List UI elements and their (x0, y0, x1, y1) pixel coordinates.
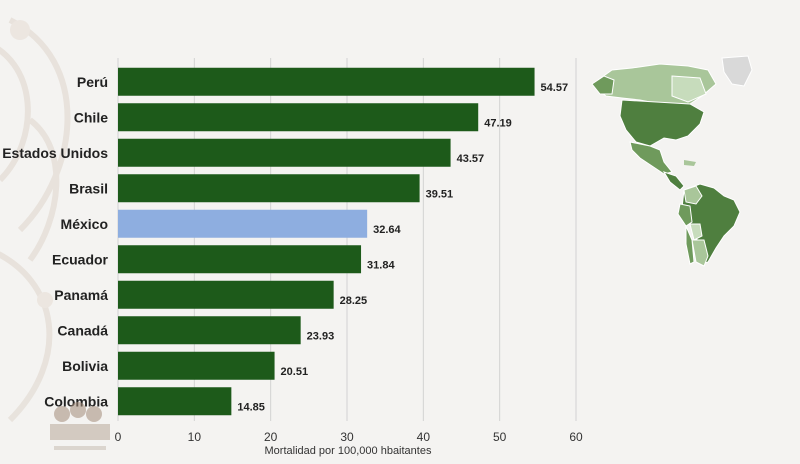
value-label: 23.93 (307, 330, 335, 342)
value-label: 39.51 (426, 188, 454, 200)
map-mexico (629, 141, 673, 175)
value-labels: 54.57 47.19 43.57 39.51 32.64 31.84 28.25 23.93… (237, 82, 568, 414)
x-tick-labels: 0 10 20 30 40 50 60 (115, 430, 583, 444)
map-chile (685, 225, 695, 265)
value-label: 20.51 (281, 366, 309, 378)
category-labels: Perú Chile Estados Unidos Brasil México Ecuad… (2, 74, 108, 410)
category-label: Ecuador (52, 251, 109, 267)
map-usa (619, 99, 705, 147)
category-label: Brasil (69, 180, 108, 196)
x-tick-label: 40 (417, 430, 431, 444)
x-tick-label: 30 (340, 430, 354, 444)
bar-8 (118, 351, 275, 380)
map-caribbean (684, 160, 696, 166)
map-central-america (662, 171, 685, 191)
value-label: 43.57 (457, 153, 485, 165)
map-canada-east (671, 75, 707, 103)
x-axis-title: Mortalidad por 100,000 hbaitantes (265, 445, 432, 457)
institutional-seal (50, 402, 110, 450)
category-label: Bolivia (62, 358, 108, 374)
bar-2 (118, 138, 451, 167)
bar-5 (118, 245, 362, 274)
category-label: México (61, 216, 108, 232)
value-label: 31.84 (367, 259, 395, 271)
map-alaska (591, 75, 615, 95)
map-bolivia (689, 223, 703, 241)
bar-0 (118, 67, 535, 96)
category-label: Colombia (44, 393, 108, 409)
map-colombia (683, 185, 703, 205)
bar-1 (118, 103, 479, 132)
chart-bars (118, 67, 535, 416)
bar-6 (118, 280, 334, 309)
category-label: Chile (74, 109, 108, 125)
category-label: Perú (77, 74, 108, 90)
x-tick-label: 20 (264, 430, 278, 444)
value-label: 28.25 (340, 295, 368, 307)
map-peru (677, 203, 693, 227)
bar-9 (118, 387, 232, 416)
bar-7 (118, 316, 301, 345)
value-label: 54.57 (541, 82, 569, 94)
map-greenland (721, 55, 753, 87)
category-label: Panamá (54, 287, 108, 303)
bar-3 (118, 174, 420, 203)
value-label: 47.19 (484, 117, 512, 129)
x-tick-label: 60 (569, 430, 583, 444)
x-tick-label: 10 (188, 430, 202, 444)
value-label: 32.64 (373, 224, 401, 236)
map-argentina (691, 239, 709, 267)
value-label: 14.85 (237, 401, 265, 413)
bar-4 (118, 209, 368, 238)
category-label: Estados Unidos (2, 145, 108, 161)
x-tick-label: 0 (115, 430, 122, 444)
x-tick-label: 50 (493, 430, 507, 444)
category-label: Canadá (57, 322, 108, 338)
